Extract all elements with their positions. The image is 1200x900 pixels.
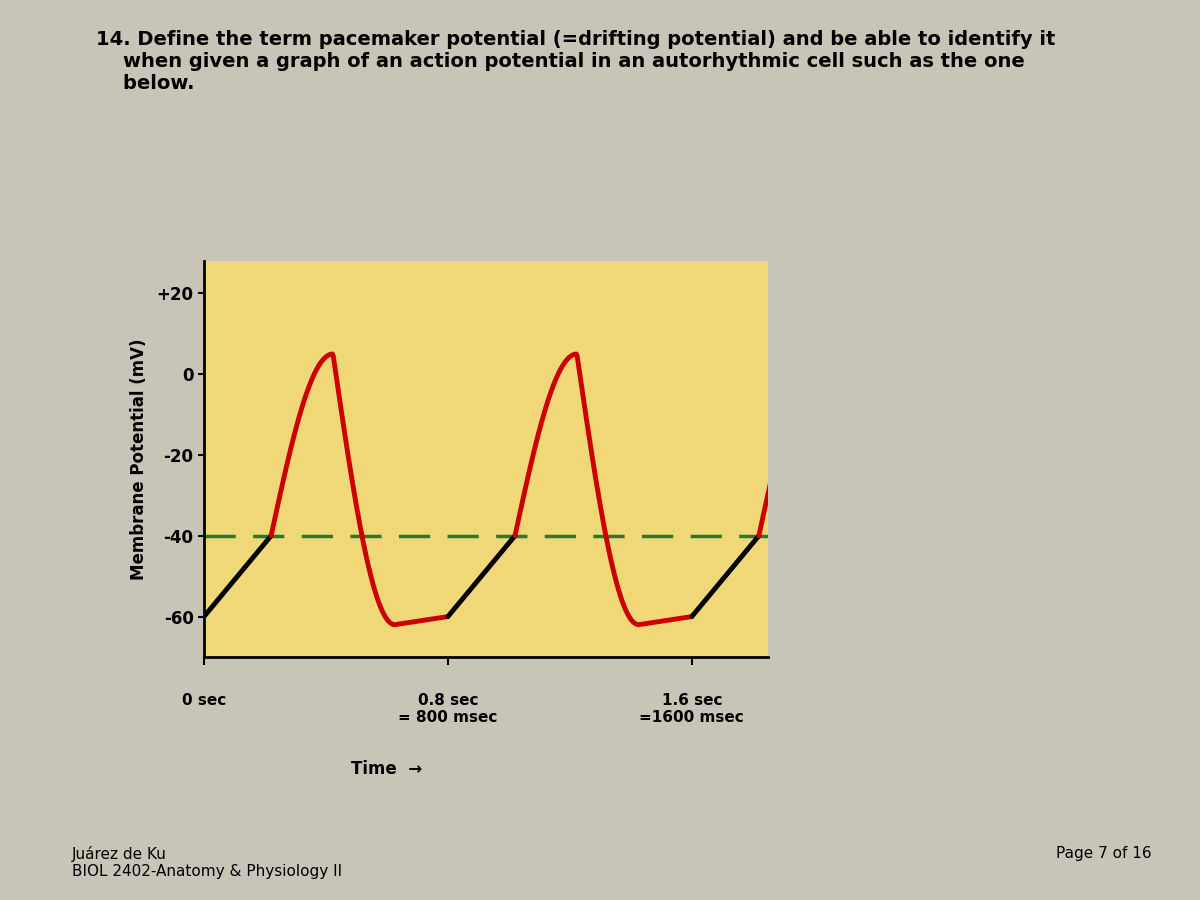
Text: Juárez de Ku
BIOL 2402-Anatomy & Physiology II: Juárez de Ku BIOL 2402-Anatomy & Physiol… — [72, 846, 342, 879]
Text: 0 sec: 0 sec — [182, 693, 226, 708]
Text: 14. Define the term pacemaker potential (=drifting potential) and be able to ide: 14. Define the term pacemaker potential … — [96, 31, 1055, 94]
Y-axis label: Membrane Potential (mV): Membrane Potential (mV) — [131, 338, 149, 580]
Text: Time  →: Time → — [352, 760, 422, 778]
Text: Page 7 of 16: Page 7 of 16 — [1056, 846, 1152, 861]
Text: 0.8 sec
= 800 msec: 0.8 sec = 800 msec — [398, 693, 498, 725]
Text: 1.6 sec
=1600 msec: 1.6 sec =1600 msec — [640, 693, 744, 725]
